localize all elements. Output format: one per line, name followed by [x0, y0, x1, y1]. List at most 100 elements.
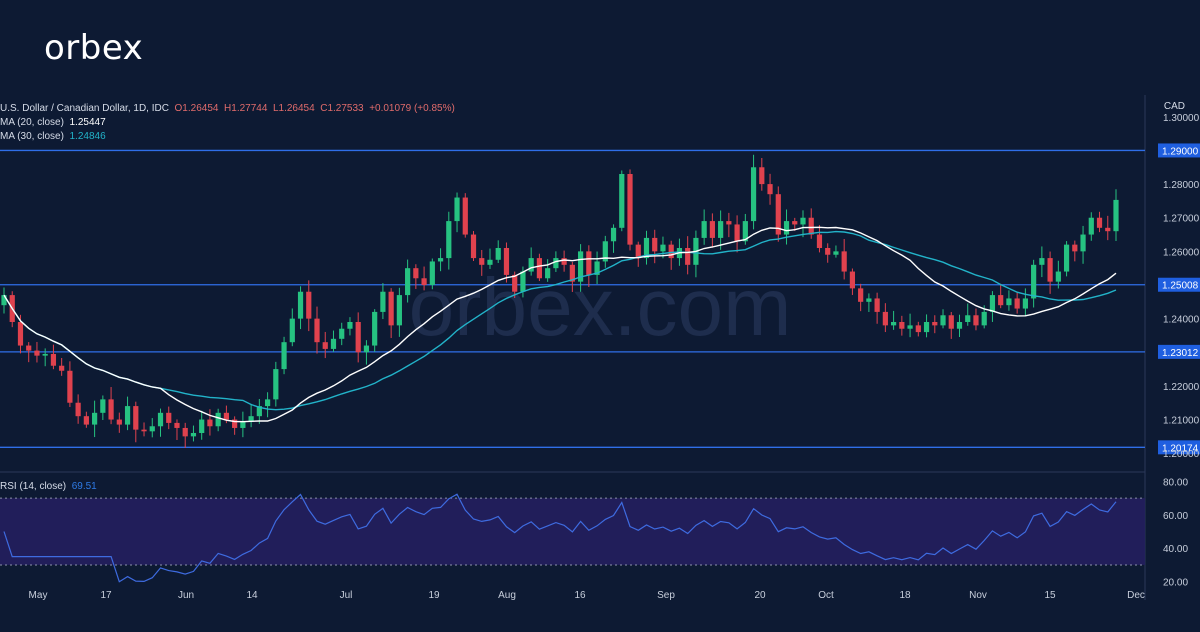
candle-body — [545, 268, 551, 279]
candle-body — [586, 251, 592, 275]
candle-body — [17, 322, 24, 346]
candle-body — [232, 419, 238, 428]
x-tick-label: 18 — [899, 590, 911, 601]
candle-body — [207, 419, 213, 427]
candle-body — [553, 258, 559, 269]
candle-body — [932, 322, 938, 326]
candle-body — [446, 221, 452, 259]
x-tick-label: 19 — [428, 590, 440, 601]
candle-body — [1096, 217, 1103, 228]
candle-body — [50, 353, 57, 366]
x-tick-label: Aug — [498, 590, 516, 601]
candle-body — [577, 251, 584, 282]
ma30-legend[interactable]: MA (30, close) 1.24846 — [0, 131, 106, 142]
candle-body — [816, 234, 823, 248]
candle-body — [355, 322, 361, 353]
candle-body — [1, 295, 7, 306]
candle-body — [528, 258, 534, 272]
y-tick-label: 1.24000 — [1163, 315, 1200, 326]
candle-body — [841, 251, 847, 272]
candle-body — [429, 261, 435, 285]
x-tick-label: 15 — [1044, 590, 1056, 601]
candle-body — [67, 370, 73, 403]
candle-body — [701, 221, 707, 238]
x-tick-label: Jun — [178, 590, 194, 601]
candle-body — [83, 416, 89, 425]
level-tag-label: 1.20174 — [1162, 443, 1199, 454]
rsi-tick-label: 40.00 — [1163, 544, 1188, 555]
candle-body — [240, 421, 246, 428]
candle-body — [956, 322, 963, 329]
candle-body — [1014, 298, 1020, 309]
candle-body — [470, 234, 477, 259]
y-tick-label: 1.20000 — [1163, 449, 1200, 460]
candle-body — [34, 350, 40, 356]
candle-body — [149, 426, 155, 432]
candle-body — [1047, 258, 1053, 282]
candle-body — [569, 264, 575, 282]
candle-body — [998, 295, 1004, 306]
ma20-value: 1.25447 — [69, 117, 106, 128]
candle-body — [989, 295, 996, 312]
ma20-legend[interactable]: MA (20, close) 1.25447 — [0, 117, 106, 128]
candle-body — [141, 429, 147, 432]
candle-body — [116, 419, 122, 425]
x-tick-label: Oct — [818, 590, 834, 601]
candle-body — [108, 399, 114, 420]
candle-body — [899, 322, 905, 329]
rsi-tick-label: 80.00 — [1163, 477, 1188, 488]
candle-body — [133, 406, 139, 430]
candle-body — [166, 412, 172, 423]
candle-body — [520, 271, 526, 292]
candle-body — [190, 433, 197, 437]
ma30-line — [3, 230, 1117, 411]
candle-body — [635, 244, 641, 259]
y-tick-label: 1.22000 — [1163, 382, 1200, 393]
candle-body — [454, 197, 460, 222]
candle-body — [92, 412, 98, 425]
candle-body — [59, 365, 65, 371]
y-tick-label: 1.27000 — [1163, 214, 1200, 225]
x-tick-label: 20 — [754, 590, 766, 601]
x-tick-label: 14 — [246, 590, 258, 601]
candle-body — [462, 197, 468, 235]
candle-body — [182, 427, 188, 437]
ma20-line — [3, 226, 1117, 423]
moving-averages — [3, 226, 1117, 423]
candle-body — [1080, 234, 1086, 252]
candle-body — [940, 315, 946, 326]
candle-body — [858, 288, 864, 302]
symbol-name: U.S. Dollar / Canadian Dollar, 1D, IDC — [0, 103, 169, 114]
candle-body — [100, 399, 106, 413]
axes: 1.30000 1.28000 1.27000 1.26000 1.24000 1.220… — [29, 113, 1200, 601]
ohlc-high: H1.27744 — [224, 103, 268, 114]
currency-label: CAD — [1163, 101, 1185, 112]
rsi-legend[interactable]: RSI (14, close) 69.51 — [0, 481, 97, 492]
candle-body — [660, 244, 666, 252]
candle-body — [1055, 271, 1061, 282]
symbol-legend[interactable]: U.S. Dollar / Canadian Dollar, 1D, IDC O… — [0, 103, 455, 114]
candle-body — [314, 318, 320, 343]
candle-body — [1072, 244, 1078, 252]
candle-body — [124, 406, 131, 425]
candle-body — [866, 298, 872, 302]
candle-body — [1113, 199, 1119, 232]
x-tick-label: 16 — [574, 590, 586, 601]
candle-body — [281, 342, 287, 370]
ma30-label: MA (30, close) — [0, 131, 64, 142]
candle-body — [643, 237, 650, 259]
candle-body — [273, 369, 279, 400]
candle-body — [413, 268, 419, 279]
level-tag-label: 1.29000 — [1162, 146, 1199, 157]
y-tick-label: 1.21000 — [1163, 416, 1200, 427]
candle-body — [536, 258, 543, 279]
candle-body — [248, 416, 254, 422]
candle-body — [627, 174, 633, 245]
candle-body — [503, 248, 510, 275]
candle-body — [825, 248, 831, 255]
level-tag-label: 1.25008 — [1162, 281, 1199, 292]
x-tick-label: May — [29, 590, 48, 601]
candle-body — [1088, 217, 1094, 235]
ohlc-low: L1.26454 — [272, 103, 315, 114]
